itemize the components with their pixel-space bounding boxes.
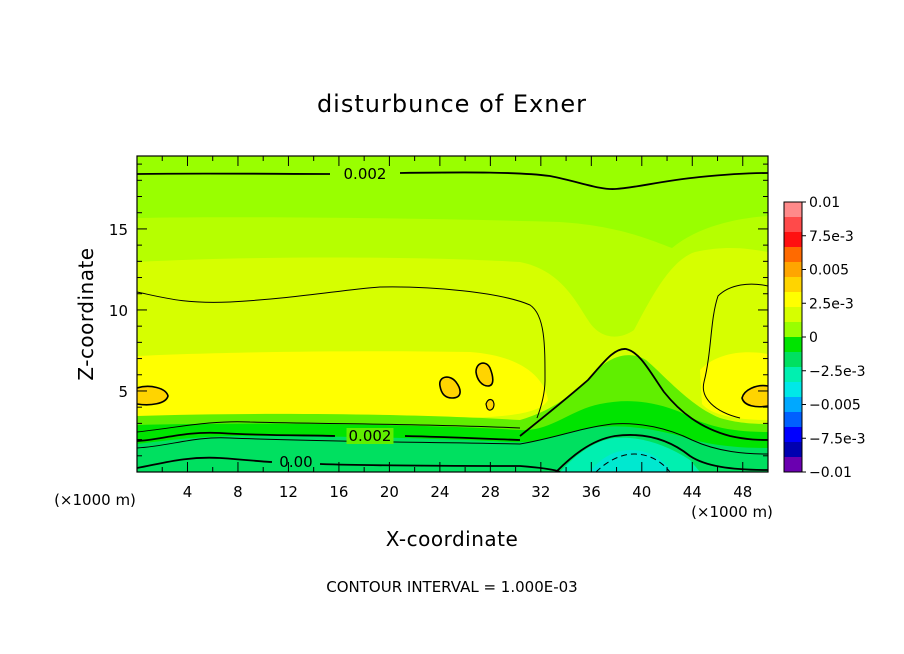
contour-label-top: 0.002 [344,165,387,183]
contour-line-upper [137,283,768,419]
y-axis-label: Z-coordinate [74,247,98,380]
colorbar-label: 0.01 [809,195,840,211]
colorbar-label: 2.5e-3 [809,296,854,312]
field-low-5 [590,450,672,472]
x-tick-label: 4 [183,483,193,501]
contour-label-zero: 0.00 [279,453,312,471]
colorbar-swatch [784,442,802,458]
contour-line-0.00 [137,434,768,472]
contour-label-bg [346,428,394,444]
contour-line-bubble-28-small [485,398,495,411]
chart-title: disturbunce of Exner [317,90,587,118]
x-tick-label: 48 [733,483,752,501]
colorbar-swatch [784,427,802,443]
colorbar-swatch [784,457,802,473]
colorbar-swatch [784,262,802,278]
x-tick-label: 16 [329,483,348,501]
y-tick-label: 15 [109,221,128,239]
x-tick-label: 32 [531,483,550,501]
x-tick-label: 20 [380,483,399,501]
colorbar-swatch [784,247,802,263]
colorbar-label: 0 [809,330,818,346]
contour-line-bubble-left [137,385,169,406]
colorbar: 0.01 7.5e-3 0.005 2.5e-3 0 −2.5e-3 −0.005 −7.5e… [783,195,866,481]
colorbar-swatch [784,292,802,308]
contour-line-negative [595,453,671,472]
contour-line-low-b [137,421,521,433]
colorbar-label: 7.5e-3 [809,229,854,245]
contour-label-bg [341,166,389,182]
colorbar-label: −2.5e-3 [809,364,866,380]
x-tick-label: 44 [683,483,702,501]
colorbar-swatch [784,217,802,233]
bubble-24 [439,377,461,398]
colorbar-swatch [784,382,802,398]
colorbar-swatch [784,367,802,383]
contour-label-mid: 0.002 [349,427,392,445]
contour-line-ridge [519,348,768,441]
bubble-28 [476,363,493,386]
colorbar-swatch [784,277,802,293]
x-tick-label: 40 [632,483,651,501]
x-axis-unit-right: (×1000 m) [691,503,773,521]
contour-line-0.002-top [137,171,768,190]
colorbar-swatch [784,337,802,353]
colorbar-label: −7.5e-3 [809,431,866,447]
bubble-28-small [486,399,494,411]
x-axis-unit-left: (×1000 m) [54,491,136,509]
contour-line-bubble-24 [439,376,461,399]
y-tick-label: 10 [109,302,128,320]
contour-line-bubble-right [741,384,768,408]
contour-label-bg [277,454,315,470]
x-axis-label: X-coordinate [386,527,519,551]
x-tick-label: 12 [279,483,298,501]
colorbar-swatch [784,352,802,368]
footer-contour-interval: CONTOUR INTERVAL = 1.000E-03 [326,578,577,596]
y-tick-label: 5 [118,383,128,401]
contour-line-bubble-28 [475,362,494,387]
plot-frame [136,155,769,473]
x-axis: 4 8 12 16 20 24 28 32 36 40 44 48 [161,156,752,501]
x-tick-label: 36 [582,483,601,501]
x-tick-label: 8 [233,483,243,501]
contour-fill-group [137,156,768,472]
x-tick-label: 28 [481,483,500,501]
x-tick-label: 24 [430,483,449,501]
contour-lines [137,171,768,472]
contour-line-low-a [137,423,768,455]
colorbar-swatch [784,397,802,413]
colorbar-swatch [784,202,802,218]
colorbar-label: −0.005 [809,398,861,414]
colorbar-swatch [784,307,802,323]
colorbar-swatch [784,232,802,248]
colorbar-swatch [784,322,802,338]
colorbar-label: −0.01 [809,465,852,481]
contour-line-0.002-mid [137,431,521,442]
colorbar-label: 0.005 [809,263,849,279]
colorbar-swatch [784,412,802,428]
y-axis: 5 10 15 [109,163,768,457]
